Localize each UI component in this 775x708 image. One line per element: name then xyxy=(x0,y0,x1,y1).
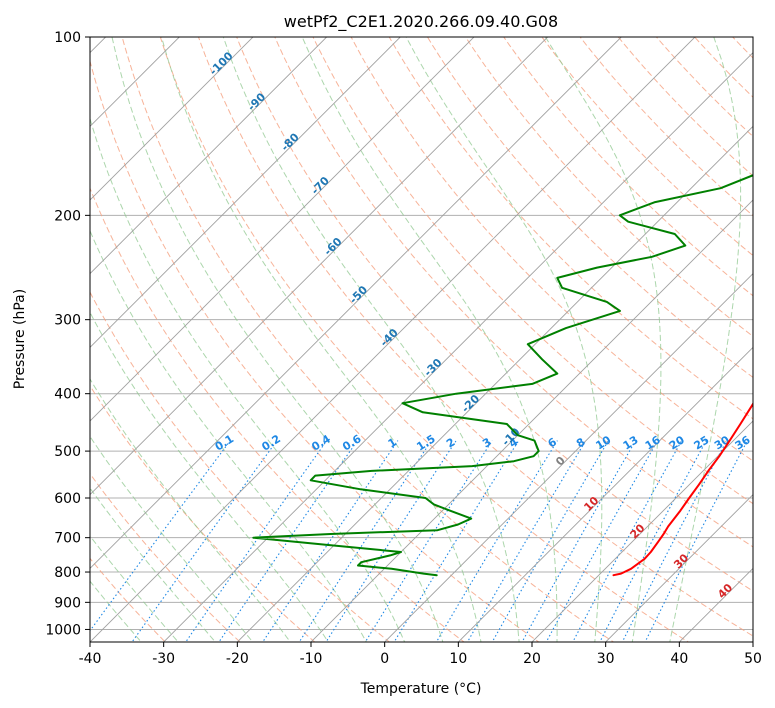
y-tick-label: 600 xyxy=(54,491,81,507)
moist-adiabat-line xyxy=(405,37,603,642)
y-tick-label: 800 xyxy=(54,565,81,581)
y-tick-label: 300 xyxy=(54,313,81,329)
dry-adiabat-line xyxy=(312,37,753,505)
dry-adiabat-line xyxy=(579,37,753,217)
x-tick-label: 10 xyxy=(449,651,467,667)
mixing-ratio-line xyxy=(435,440,558,642)
moist-adiabat-line xyxy=(90,116,406,642)
axes-ticks: -40 -30 -20 -10 0 10 20 30 40 50 100 200 300 400 500 60… xyxy=(45,30,762,667)
dry-adiabat-line xyxy=(464,37,753,337)
dry-adiabat-line xyxy=(236,37,753,592)
isotherm-line xyxy=(90,37,401,348)
isotherm-line xyxy=(90,37,254,201)
x-tick-label: 50 xyxy=(744,651,762,667)
x-tick-label: 40 xyxy=(670,651,688,667)
dry-adiabat-line xyxy=(159,37,690,642)
plot-frame xyxy=(89,36,754,643)
x-tick-label: 30 xyxy=(597,651,615,667)
dry-adiabat-line xyxy=(388,37,753,420)
moist-adiabat-line xyxy=(222,37,520,642)
isotherm-line xyxy=(163,52,753,642)
dry-adiabat-line xyxy=(541,37,753,257)
y-tick-label: 900 xyxy=(54,595,81,611)
x-tick-label: -10 xyxy=(300,651,323,667)
y-tick-label: 1000 xyxy=(45,622,81,638)
mixing-ratio-line xyxy=(491,440,609,642)
temperature-profile-line xyxy=(612,402,753,577)
dry-adiabat-line xyxy=(90,384,316,642)
dewpoint-profile-line xyxy=(252,174,753,577)
moist-adiabat-line xyxy=(90,535,179,642)
x-tick-label: -30 xyxy=(152,651,175,667)
dry-adiabats xyxy=(90,37,753,642)
moist-adiabat-line xyxy=(669,37,742,642)
y-tick-label: 200 xyxy=(54,208,81,224)
x-axis-label: Temperature (°C) xyxy=(360,681,482,697)
mixing-ratio-lines xyxy=(90,440,748,642)
moist-adiabat-line xyxy=(111,37,444,642)
moist-adiabats xyxy=(90,37,742,642)
y-tick-label: 100 xyxy=(54,30,81,46)
mixing-ratio-line xyxy=(90,440,231,632)
mixing-ratio-line xyxy=(599,440,707,642)
mixing-ratio-line xyxy=(572,440,683,642)
dry-adiabat-line xyxy=(90,472,241,642)
x-tick-label: 0 xyxy=(380,651,389,667)
y-axis-label: Pressure (hPa) xyxy=(12,289,28,389)
dry-adiabat-line xyxy=(503,37,753,297)
moist-adiabat-line xyxy=(90,435,254,642)
isotherm-line xyxy=(90,37,696,642)
isotherm-line xyxy=(531,420,753,642)
profile-series xyxy=(252,174,753,577)
plot-background xyxy=(90,37,753,642)
y-tick-label: 400 xyxy=(54,387,81,403)
isotherm-line xyxy=(90,37,475,422)
moist-adiabat-line xyxy=(90,229,367,642)
moist-adiabat-line xyxy=(90,487,216,642)
dry-adiabat-line xyxy=(121,37,615,642)
isotherm-line xyxy=(90,37,549,496)
isotherm-line xyxy=(384,273,753,642)
moist-adiabat-line xyxy=(90,311,329,642)
isotherm-line xyxy=(310,199,753,642)
mixing-ratio-line xyxy=(545,440,659,642)
dry-adiabat-line xyxy=(90,59,540,642)
x-tick-label: -40 xyxy=(79,651,102,667)
isotherm-line xyxy=(605,494,753,642)
isotherm-line xyxy=(90,37,328,275)
mixing-ratio-line xyxy=(521,440,637,642)
y-tick-label: 700 xyxy=(54,531,81,547)
mixing-ratio-line xyxy=(466,440,587,642)
dry-adiabat-line xyxy=(197,37,753,637)
mixing-ratio-line xyxy=(298,440,432,642)
dry-adiabat-line xyxy=(426,37,753,378)
dry-adiabat-line xyxy=(350,37,753,462)
moist-adiabat-line xyxy=(90,378,291,642)
dry-adiabat-line xyxy=(655,37,753,138)
x-tick-label: -20 xyxy=(226,651,249,667)
chart-title: wetPf2_C2E1.2020.266.09.40.G08 xyxy=(284,12,558,32)
moist-adiabat-line xyxy=(90,580,142,642)
mixing-ratio-line xyxy=(393,440,520,642)
y-tick-label: 500 xyxy=(54,444,81,460)
mixing-ratio-line xyxy=(185,440,328,642)
isotherm-line xyxy=(457,346,753,642)
isotherm-line xyxy=(90,37,622,569)
x-tick-label: 20 xyxy=(523,651,541,667)
mixing-ratio-line xyxy=(218,440,358,642)
